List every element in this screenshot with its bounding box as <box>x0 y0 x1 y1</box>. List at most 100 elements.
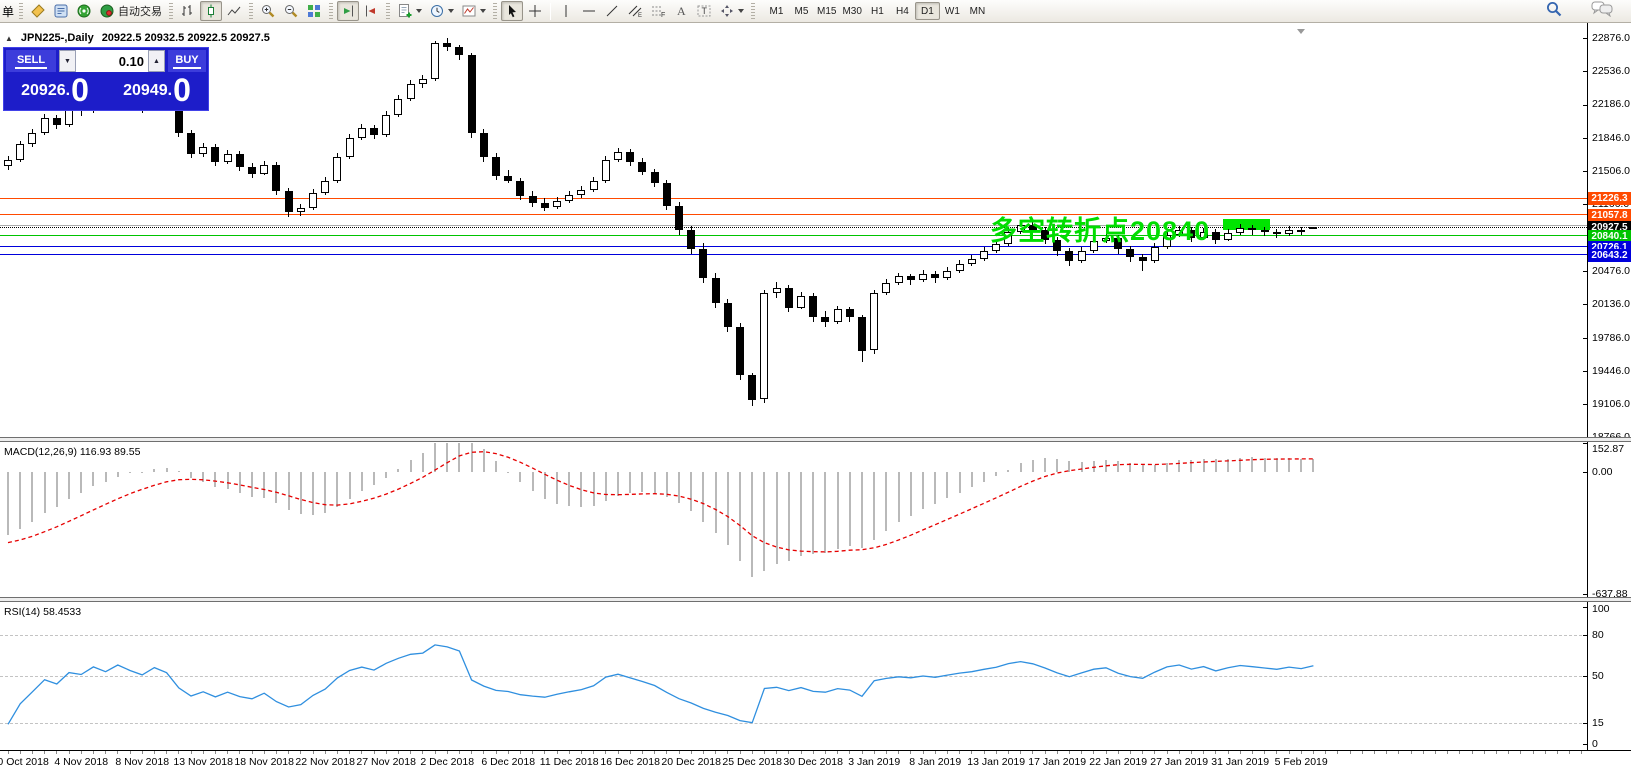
metaeditor-icon[interactable] <box>50 1 72 21</box>
collapse-chart-icon[interactable]: ▲ <box>5 33 13 43</box>
timeframe-button-m15[interactable]: M15 <box>817 5 837 17</box>
chart-workspace[interactable]: ▲ JPN225-,Daily 20922.5 20932.5 20922.5 … <box>0 23 1631 771</box>
vertical-line-tool-icon[interactable] <box>555 1 577 21</box>
timeframe-button-m1[interactable]: M1 <box>769 5 784 17</box>
timeframe-button-h4[interactable]: H4 <box>896 5 909 17</box>
macd-histogram-bar <box>1251 457 1254 472</box>
panel-separator[interactable] <box>0 597 1631 602</box>
macd-histogram-bar <box>507 471 510 473</box>
period-clock-icon[interactable] <box>426 1 457 21</box>
sell-button[interactable]: SELL <box>6 50 56 72</box>
horizontal-line-tool-icon[interactable] <box>578 1 600 21</box>
equidistant-channel-tool-icon[interactable]: E <box>624 1 646 21</box>
date-tick <box>727 751 729 754</box>
date-tick <box>1337 751 1339 754</box>
candle <box>577 190 586 195</box>
zoom-out-icon[interactable] <box>280 1 302 21</box>
date-tick <box>1215 751 1217 754</box>
toolbar: 单 自动交易 <box>0 0 1631 23</box>
zoom-in-icon[interactable] <box>257 1 279 21</box>
fibonacci-tool-icon[interactable]: F <box>647 1 669 21</box>
price-level-line[interactable] <box>0 246 1587 248</box>
price-level-line[interactable] <box>0 226 1587 228</box>
candle <box>565 194 574 201</box>
macd-histogram-bar <box>873 472 876 540</box>
buy-price[interactable]: 20949. 0 <box>108 74 206 108</box>
signals-icon[interactable] <box>73 1 95 21</box>
price-level-line[interactable] <box>0 224 1587 226</box>
macd-histogram-bar <box>1044 458 1046 472</box>
price-level-line[interactable] <box>0 254 1587 256</box>
volume-decrease-button[interactable]: ▼ <box>59 50 76 72</box>
candle <box>345 137 354 158</box>
timeframe-button-m30[interactable]: M30 <box>842 5 862 17</box>
candlestick-chart-icon[interactable] <box>200 1 222 21</box>
auto-scroll-icon[interactable] <box>337 1 359 21</box>
volume-input[interactable] <box>76 50 148 72</box>
macd-histogram-bar <box>324 472 327 513</box>
timeframe-button-m5[interactable]: M5 <box>794 5 809 17</box>
date-tick <box>483 751 485 754</box>
bar-chart-icon[interactable] <box>177 1 199 21</box>
highlight-rectangle[interactable] <box>1223 219 1270 230</box>
date-tick <box>410 751 412 754</box>
line-chart-icon[interactable] <box>223 1 245 21</box>
candle <box>248 166 256 174</box>
timeframe-button-d1[interactable]: D1 <box>914 2 940 20</box>
candle <box>894 276 903 284</box>
timeframe-button-h1[interactable]: H1 <box>871 5 884 17</box>
chat-icon[interactable] <box>1591 1 1613 22</box>
price-level-line[interactable] <box>0 214 1587 216</box>
date-tick <box>1459 751 1461 754</box>
rsi-axis-label: 50 <box>1592 669 1604 682</box>
template-dropdown-caret[interactable] <box>480 9 486 13</box>
template-icon[interactable] <box>458 1 489 21</box>
macd-histogram-bar <box>409 460 412 472</box>
new-chart-dropdown-caret[interactable] <box>416 9 422 13</box>
timeframe-button-mn[interactable]: MN <box>969 5 986 17</box>
date-tick <box>1325 751 1327 754</box>
new-order-icon[interactable] <box>27 1 49 21</box>
date-tick <box>275 751 277 754</box>
timeframe-group: M1 M5 M15 M30 H1 H4 D1 W1 MN <box>764 2 990 20</box>
buy-button[interactable]: BUY <box>168 50 206 72</box>
candle <box>638 161 647 172</box>
candle <box>333 157 342 182</box>
shapes-tool-icon[interactable] <box>716 1 747 21</box>
period-dropdown-caret[interactable] <box>448 9 454 13</box>
price-axis-label: 22536.0 <box>1592 64 1630 77</box>
macd-histogram-bar <box>1031 459 1034 472</box>
trendline-tool-icon[interactable] <box>601 1 623 21</box>
new-chart-icon[interactable] <box>394 1 425 21</box>
autotrading-button[interactable]: 自动交易 <box>96 1 165 21</box>
date-tick <box>1373 751 1375 754</box>
crosshair-icon[interactable] <box>524 1 546 21</box>
chart-annotation-text[interactable]: 多空转折点20840 <box>990 216 1211 246</box>
tile-windows-icon[interactable] <box>303 1 325 21</box>
date-tick <box>1361 751 1363 754</box>
candle <box>1053 239 1062 252</box>
svg-text:F: F <box>661 12 665 19</box>
price-axis-label: 20136.0 <box>1592 297 1630 310</box>
date-tick <box>788 751 790 754</box>
cursor-icon[interactable] <box>501 1 523 21</box>
axis-tick <box>1583 304 1587 306</box>
date-tick <box>519 751 521 754</box>
macd-histogram-bar <box>714 472 717 533</box>
volume-increase-button[interactable]: ▲ <box>148 50 165 72</box>
candle <box>1114 237 1123 250</box>
axis-tick <box>1583 472 1587 473</box>
price-level-line[interactable] <box>0 197 1587 199</box>
price-level-line[interactable] <box>0 235 1587 237</box>
chart-shift-icon[interactable] <box>360 1 382 21</box>
panel-separator[interactable] <box>0 437 1631 442</box>
shapes-dropdown-caret[interactable] <box>738 9 744 13</box>
search-icon[interactable] <box>1545 0 1563 23</box>
timeframe-button-w1[interactable]: W1 <box>944 5 960 17</box>
candle <box>443 43 452 48</box>
date-tick <box>1349 751 1351 754</box>
sell-price[interactable]: 20926. 0 <box>6 74 104 108</box>
text-label-tool-icon[interactable]: T <box>693 1 715 21</box>
text-tool-icon[interactable]: A <box>670 1 692 21</box>
date-tick <box>434 751 436 754</box>
